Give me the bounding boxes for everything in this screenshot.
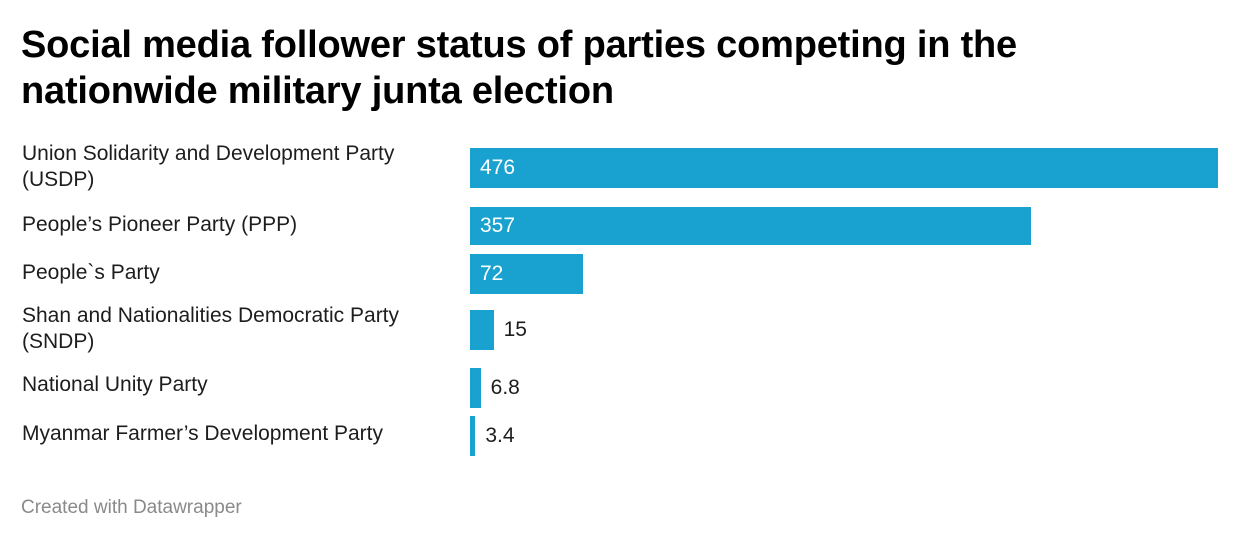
value-label: 357 bbox=[480, 214, 516, 237]
datawrapper-credit: Created with Datawrapper bbox=[21, 497, 242, 518]
bar bbox=[470, 368, 481, 408]
value-label: 3.4 bbox=[485, 424, 515, 447]
value-label: 72 bbox=[480, 262, 504, 285]
bar bbox=[470, 416, 476, 456]
category-label: Myanmar Farmer’s Development Party bbox=[22, 422, 383, 445]
bar bbox=[470, 310, 494, 350]
chart-title: Social media follower status of parties … bbox=[21, 24, 1017, 112]
value-label: 15 bbox=[503, 318, 527, 341]
value-label: 6.8 bbox=[490, 376, 520, 399]
category-label: People`s Party bbox=[22, 261, 160, 284]
category-label: People’s Pioneer Party (PPP) bbox=[22, 213, 298, 236]
category-label: Union Solidarity and Development Party (… bbox=[22, 142, 395, 191]
category-label: National Unity Party bbox=[22, 373, 208, 396]
bar bbox=[470, 207, 1031, 245]
category-label: Shan and Nationalities Democratic Party … bbox=[22, 304, 400, 353]
value-label: 476 bbox=[480, 156, 516, 179]
bar bbox=[470, 254, 584, 294]
bar bbox=[470, 148, 1218, 188]
